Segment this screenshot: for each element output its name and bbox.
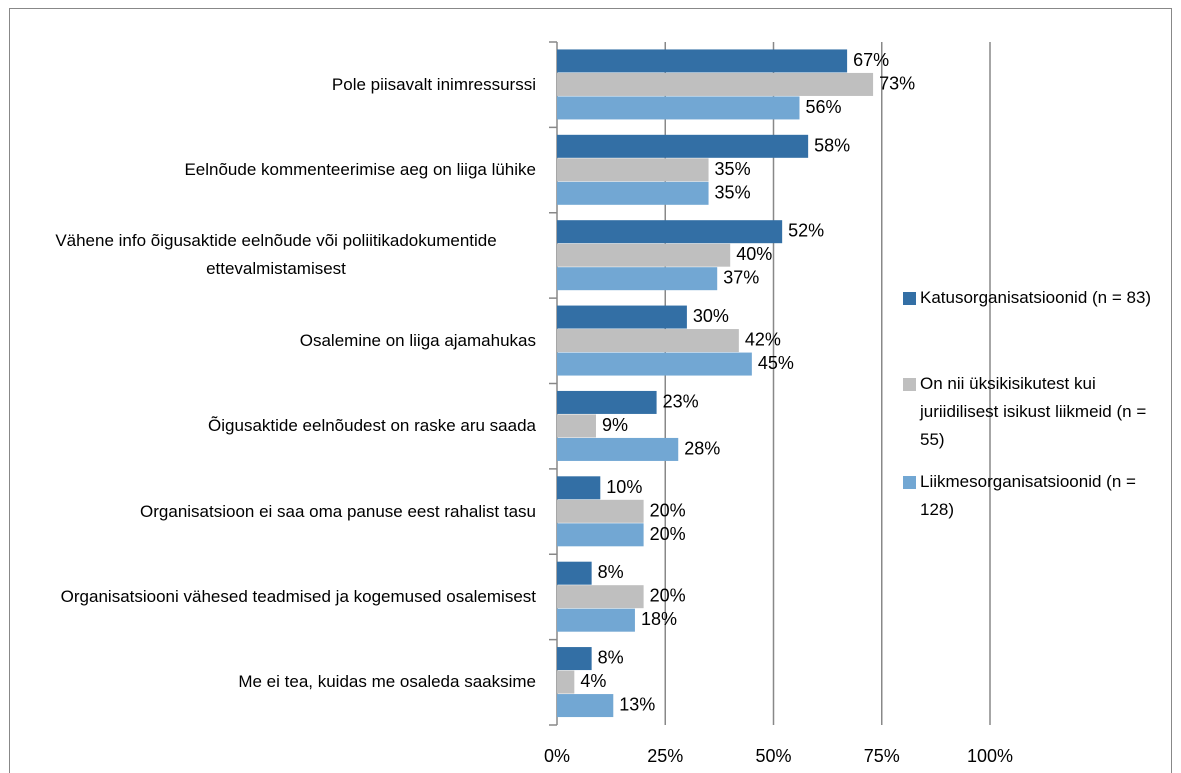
bar xyxy=(557,608,635,632)
data-label: 8% xyxy=(598,562,624,582)
y-tick-label-box: Organisatsioon ei saa oma panuse eest ra… xyxy=(10,472,536,552)
data-label: 30% xyxy=(693,306,729,326)
bar xyxy=(557,96,800,120)
data-label: 67% xyxy=(853,50,889,70)
y-tick-label: Vähene info õigusaktide eelnõude või pol… xyxy=(55,231,497,279)
bar xyxy=(557,390,657,414)
frame xyxy=(9,8,1172,773)
bar xyxy=(557,220,783,244)
y-tick-label-box: Organisatsiooni vähesed teadmised ja kog… xyxy=(10,557,536,637)
y-tick-label-box: Osalemine on liiga ajamahukas xyxy=(10,301,536,381)
x-tick-label: 75% xyxy=(864,746,900,766)
bar xyxy=(557,181,709,205)
bar xyxy=(557,523,644,547)
data-label: 52% xyxy=(788,221,824,241)
bar xyxy=(557,134,809,158)
y-tick-label-box: Õigusaktide eelnõudest on raske aru saad… xyxy=(10,386,536,466)
legend-swatch xyxy=(903,476,916,489)
bar xyxy=(557,499,644,523)
data-label: 40% xyxy=(736,244,772,264)
y-tick-label: Organisatsioon ei saa oma panuse eest ra… xyxy=(140,501,536,521)
data-label: 13% xyxy=(619,695,655,715)
bar xyxy=(557,243,731,267)
bar xyxy=(557,329,739,353)
bar xyxy=(557,305,687,329)
data-label: 45% xyxy=(758,353,794,373)
data-label: 35% xyxy=(715,182,751,202)
data-label: 9% xyxy=(602,415,628,435)
bar xyxy=(557,72,874,96)
y-tick-label-box: Me ei tea, kuidas me osaleda saaksime xyxy=(10,642,536,722)
legend-label: On nii üksikisikutest kui juriidilisest … xyxy=(920,374,1147,449)
bar xyxy=(557,561,592,585)
bar xyxy=(557,49,848,73)
data-label: 35% xyxy=(715,159,751,179)
y-tick-label: Õigusaktide eelnõudest on raske aru saad… xyxy=(208,416,536,436)
data-label: 20% xyxy=(650,524,686,544)
bar xyxy=(557,158,709,182)
data-label: 73% xyxy=(879,73,915,93)
bar xyxy=(557,694,614,718)
legend-label: Liikmesorganisatsioonid (n = 128) xyxy=(920,472,1136,519)
x-tick-label: 0% xyxy=(544,746,570,766)
data-label: 4% xyxy=(580,671,606,691)
x-tick-label: 100% xyxy=(967,746,1013,766)
data-label: 23% xyxy=(663,391,699,411)
legend-swatch xyxy=(903,292,916,305)
x-tick-label: 50% xyxy=(755,746,791,766)
bar xyxy=(557,670,575,694)
y-tick-label-box: Eelnõude kommenteerimise aeg on liiga lü… xyxy=(10,130,536,210)
bar xyxy=(557,352,752,376)
y-tick-label-box: Vähene info õigusaktide eelnõude või pol… xyxy=(10,215,536,295)
legend-swatch xyxy=(903,378,916,391)
data-label: 18% xyxy=(641,609,677,629)
data-label: 20% xyxy=(650,500,686,520)
data-label: 8% xyxy=(598,648,624,668)
bar xyxy=(557,647,592,671)
y-tick-label-box: Pole piisavalt inimressurssi xyxy=(10,45,536,125)
data-label: 37% xyxy=(723,268,759,288)
y-tick-label: Pole piisavalt inimressurssi xyxy=(331,74,536,94)
bar xyxy=(557,585,644,609)
y-tick-label: Organisatsiooni vähesed teadmised ja kog… xyxy=(60,586,536,606)
data-label: 42% xyxy=(745,330,781,350)
y-tick-label: Me ei tea, kuidas me osaleda saaksime xyxy=(238,672,536,692)
x-tick-label: 25% xyxy=(647,746,683,766)
bar xyxy=(557,267,718,291)
bar xyxy=(557,414,596,438)
legend-label: Katusorganisatsioonid (n = 83) xyxy=(920,288,1152,307)
data-label: 10% xyxy=(606,477,642,497)
data-label: 28% xyxy=(684,438,720,458)
data-label: 20% xyxy=(650,586,686,606)
data-label: 58% xyxy=(814,135,850,155)
y-tick-label: Eelnõude kommenteerimise aeg on liiga lü… xyxy=(184,160,536,180)
bar xyxy=(557,437,679,461)
data-label: 56% xyxy=(805,97,841,117)
bar xyxy=(557,476,601,500)
y-tick-label: Osalemine on liiga ajamahukas xyxy=(299,330,536,350)
